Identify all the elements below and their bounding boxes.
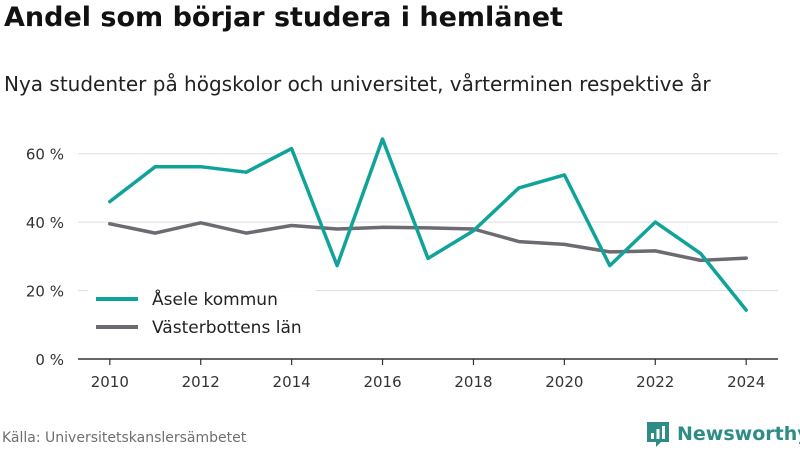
x-tick-label: 2014: [273, 373, 311, 391]
chart-title: Andel som börjar studera i hemlänet: [4, 2, 563, 33]
legend-label: Åsele kommun: [152, 288, 278, 310]
y-tick-label: 0 %: [35, 351, 64, 369]
y-axis: 0 % 20 % 40 % 60 %: [26, 146, 64, 369]
y-tick-label: 60 %: [26, 146, 64, 164]
legend-label: Västerbottens län: [152, 318, 302, 338]
series-lines: [108, 137, 748, 312]
x-tick-label: 2016: [363, 373, 401, 391]
legend: Åsele kommun Västerbottens län: [88, 284, 316, 344]
legend-background: [88, 284, 316, 344]
y-tick-label: 40 %: [26, 214, 64, 232]
newsworthy-logo-icon: [647, 422, 669, 447]
grid-lines: [78, 153, 778, 292]
x-tick-label: 2018: [454, 373, 492, 391]
source-note: Källa: Universitetskanslersämbetet: [2, 430, 247, 446]
series-line-vasterbotten: [108, 221, 748, 263]
x-tick-label: 2024: [727, 373, 765, 391]
series-line-asele: [108, 137, 748, 312]
brand-logo[interactable]: Newsworthy: [645, 420, 800, 448]
y-tick-label: 20 %: [26, 283, 64, 301]
x-tick-label: 2010: [91, 373, 129, 391]
chart-subtitle: Nya studenter på högskolor och universit…: [4, 72, 711, 96]
x-axis: 2010 2012 2014 2016 2018 2020 2022 2024: [78, 358, 778, 391]
x-tick-label: 2022: [636, 373, 674, 391]
x-tick-label: 2012: [182, 373, 220, 391]
x-tick-label: 2020: [545, 373, 583, 391]
brand-name: Newsworthy: [677, 423, 800, 445]
